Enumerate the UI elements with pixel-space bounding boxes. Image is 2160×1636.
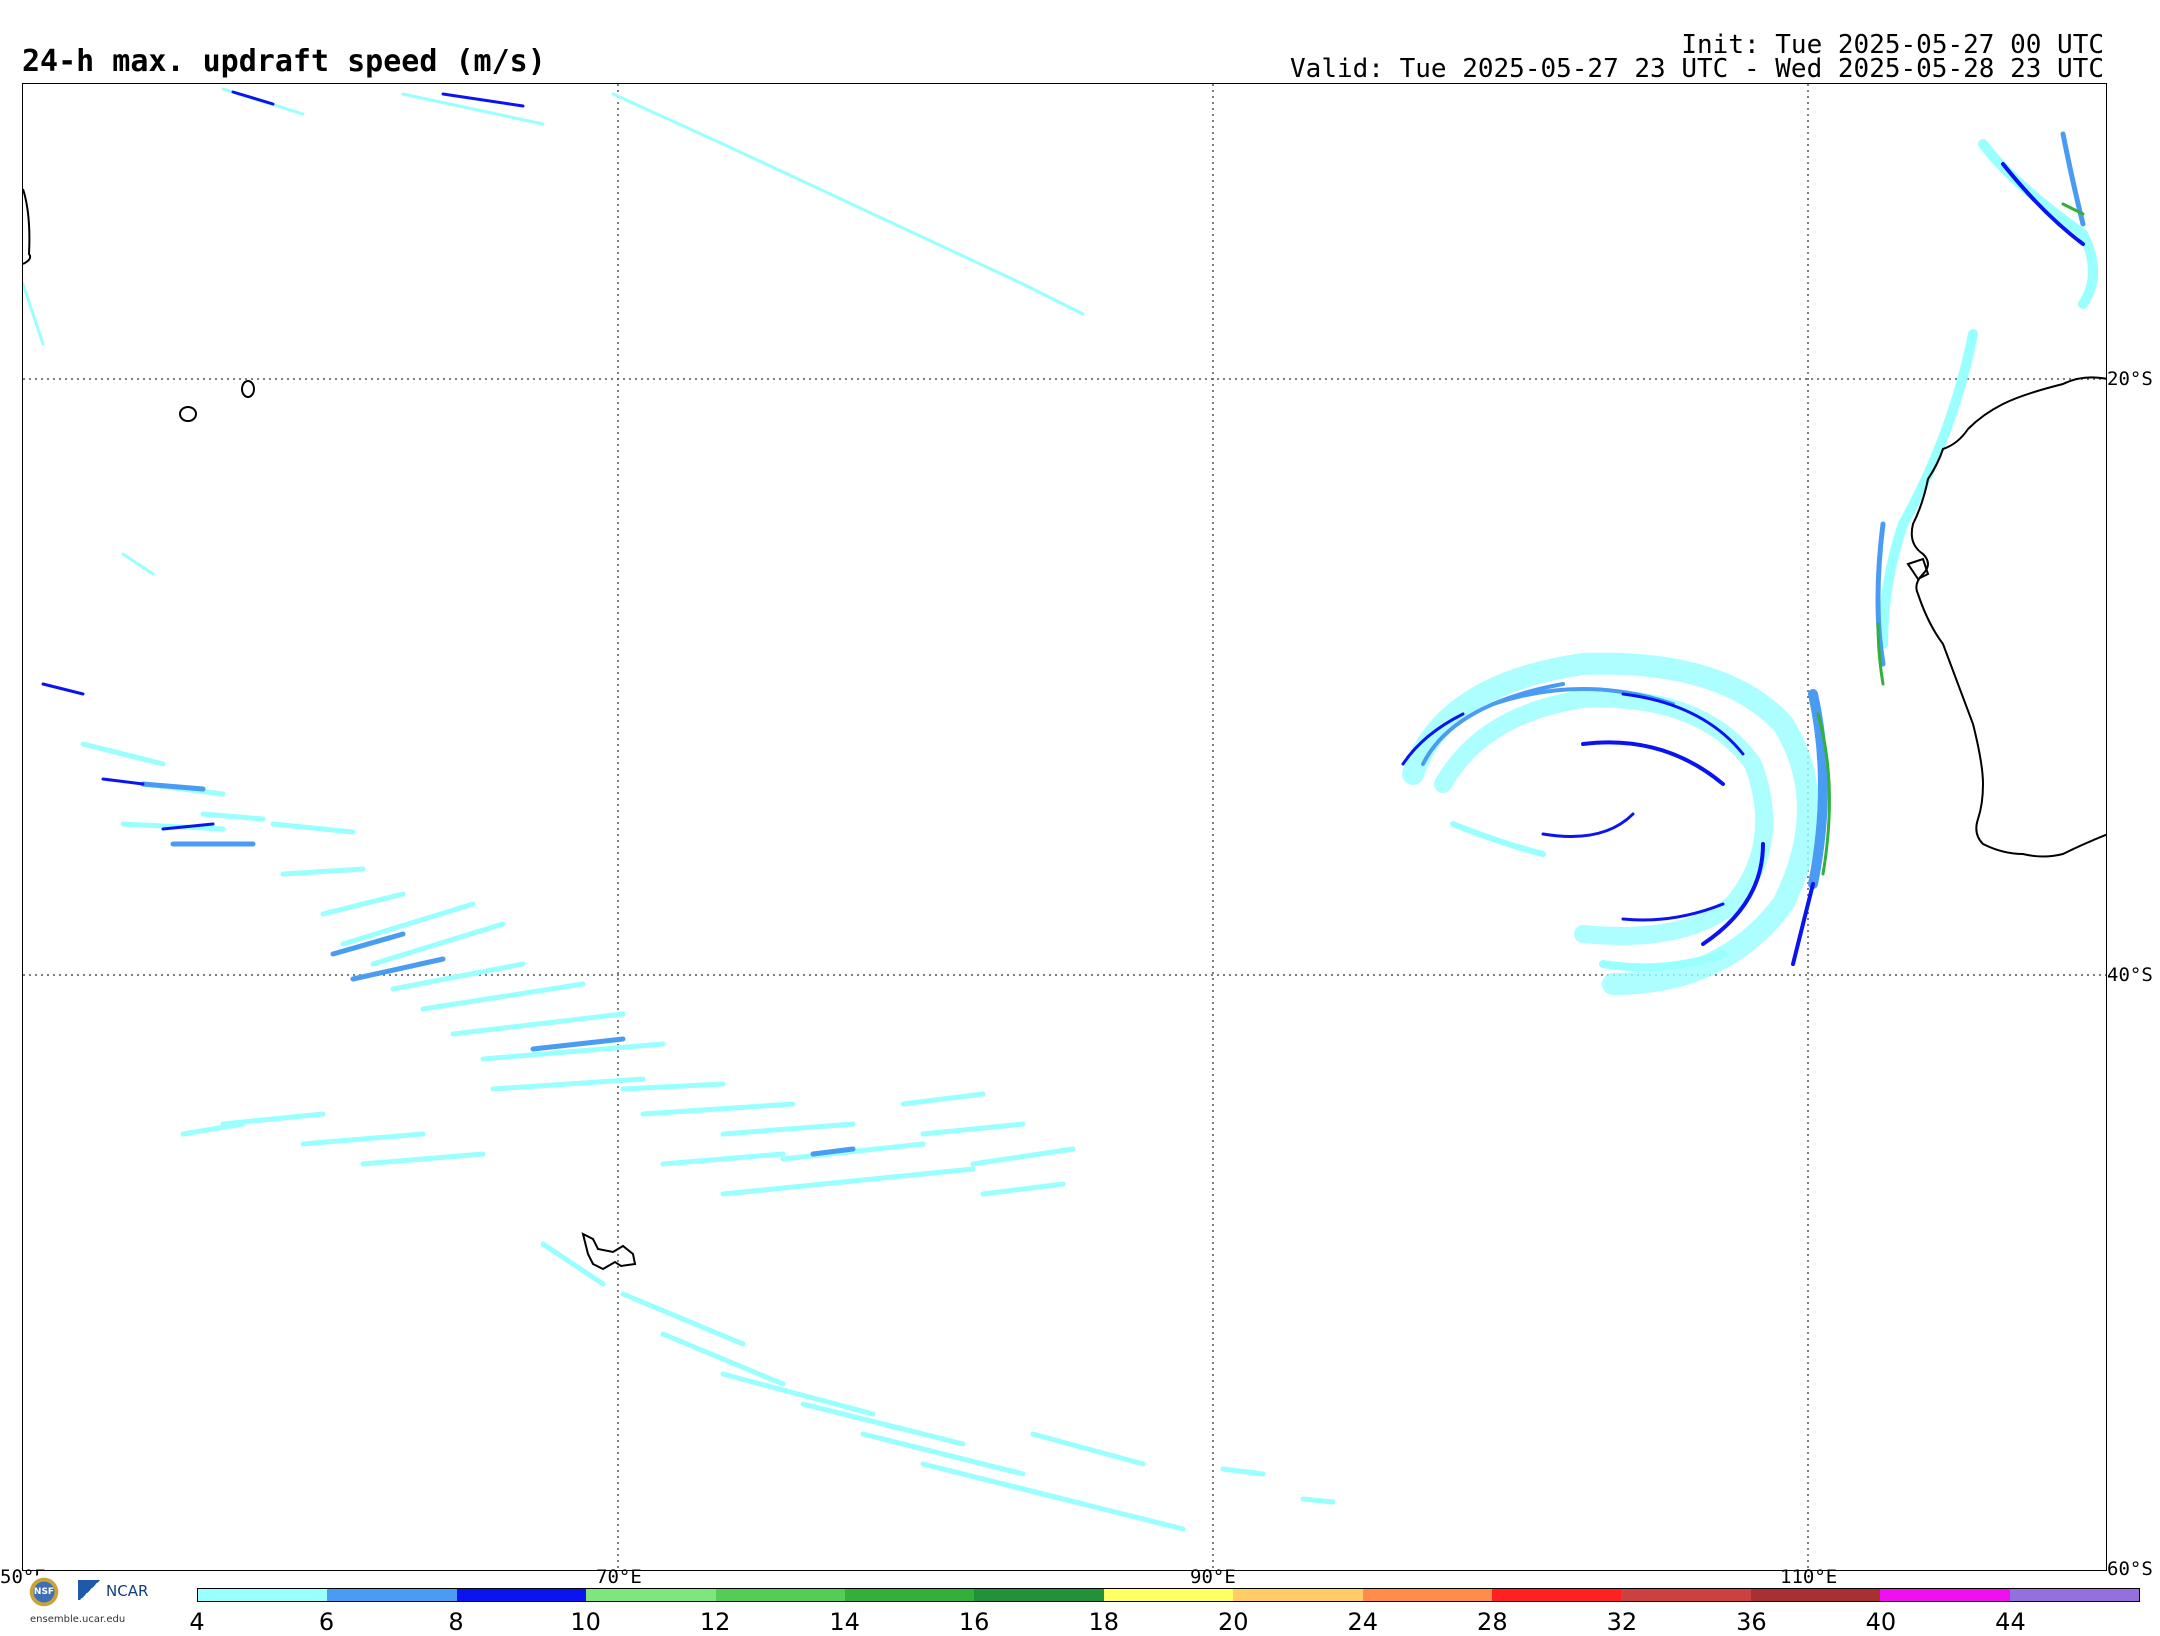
colorbar-tick-label: 4 — [189, 1608, 205, 1636]
colorbar-segment — [715, 1589, 846, 1601]
colorbar-tick-label: 16 — [958, 1608, 990, 1636]
logos: NSF NCAR ensemble.ucar.edu — [26, 1574, 156, 1625]
colorbar — [197, 1588, 2140, 1602]
lon-label-90e: 90°E — [1190, 1566, 1236, 1588]
updraft-coastal-wa — [1875, 131, 2098, 686]
colorbar-tick-label: 18 — [1088, 1608, 1119, 1636]
colorbar-segment — [1750, 1589, 1881, 1601]
colorbar-tick-label: 20 — [1217, 1608, 1249, 1636]
updraft-band-south — [540, 1241, 1336, 1532]
map-canvas — [23, 84, 2106, 1570]
madagascar-coast — [23, 188, 32, 265]
colorbar-tick-label: 14 — [829, 1608, 860, 1636]
graticule — [23, 84, 2106, 1570]
ncar-logo-mark — [78, 1580, 102, 1600]
colorbar-tick-label: 40 — [1865, 1608, 1897, 1636]
colorbar-tick-label: 12 — [699, 1608, 731, 1636]
lat-label-60s: 60°S — [2107, 1558, 2153, 1580]
colorbar-segment — [586, 1589, 716, 1601]
lat-label-20s: 20°S — [2107, 368, 2153, 390]
colorbar-tick-label: 28 — [1477, 1608, 1508, 1636]
colorbar-segment — [2009, 1589, 2140, 1601]
colorbar-tick-label: 24 — [1347, 1608, 1379, 1636]
lon-label-70e: 70°E — [596, 1566, 642, 1588]
colorbar-segment — [1621, 1589, 1751, 1601]
shark-bay-coast — [1906, 557, 1930, 581]
colorbar-tick-label: 6 — [318, 1608, 335, 1636]
colorbar-segment — [1233, 1589, 1363, 1601]
map-panel — [22, 83, 2107, 1571]
valid-time: Valid: Tue 2025-05-27 23 UTC - Wed 2025-… — [1290, 54, 2104, 84]
colorbar-segment — [845, 1589, 975, 1601]
lat-label-40s: 40°S — [2107, 964, 2153, 986]
colorbar-tick-label: 10 — [570, 1608, 601, 1636]
lon-label-110e: 110°E — [1780, 1566, 1838, 1588]
colorbar-segment — [327, 1589, 457, 1601]
nsf-logo: NSF — [26, 1574, 62, 1610]
chart-title: 24-h max. updraft speed (m/s) — [22, 44, 546, 79]
updraft-band-southwest — [41, 682, 1076, 1197]
ensemble-url: ensemble.ucar.edu — [30, 1614, 126, 1625]
colorbar-tick-label: 44 — [1995, 1608, 2026, 1636]
colorbar-segment — [1492, 1589, 1622, 1601]
colorbar-segment — [198, 1589, 328, 1601]
colorbar-segment — [1103, 1589, 1234, 1601]
colorbar-segment — [974, 1589, 1104, 1601]
reunion-coast — [179, 406, 197, 422]
colorbar-tick-label: 32 — [1606, 1608, 1638, 1636]
colorbar-tick-label: 36 — [1736, 1608, 1767, 1636]
colorbar-segment — [1880, 1589, 2010, 1601]
western-australia-coast — [1910, 376, 2106, 858]
cyclone-swirl — [1401, 652, 1831, 995]
kerguelen-coast — [581, 1232, 637, 1271]
colorbar-segment — [456, 1589, 587, 1601]
ncar-logo-text: NCAR — [106, 1582, 149, 1600]
colorbar-tick-label: 8 — [448, 1608, 464, 1636]
coastlines — [23, 188, 2106, 1271]
updraft-band-northwest — [23, 87, 1085, 576]
colorbar-segment — [1362, 1589, 1493, 1601]
updraft-band-northwest-strong — [231, 90, 525, 108]
init-time: Init: Tue 2025-05-27 00 UTC — [1681, 30, 2104, 60]
mauritius-coast — [241, 380, 255, 398]
